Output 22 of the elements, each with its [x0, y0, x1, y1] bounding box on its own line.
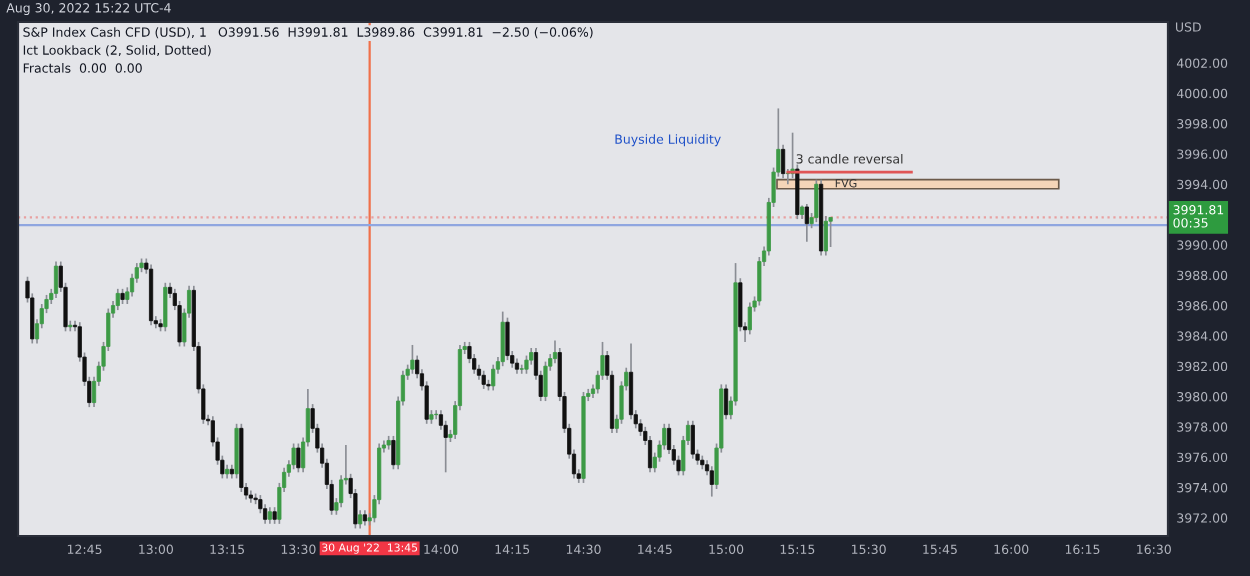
candlestick [505, 316, 510, 361]
candlestick [828, 216, 833, 248]
candlestick [524, 354, 529, 375]
candlestick [296, 442, 301, 474]
candlestick [481, 369, 486, 390]
candlestick [519, 363, 524, 375]
candlestick [647, 435, 653, 474]
candlestick [804, 203, 809, 243]
candlestick [163, 281, 168, 333]
candlestick [115, 288, 120, 311]
candlestick [53, 260, 59, 299]
candlestick [690, 419, 695, 460]
candlestick [410, 344, 415, 375]
candlestick [628, 342, 634, 421]
candlestick [234, 422, 239, 480]
candlestick [747, 301, 752, 336]
candlestick [263, 503, 268, 525]
candlestick [790, 131, 795, 180]
candlestick [500, 310, 505, 368]
candlestick [291, 442, 296, 471]
candlestick [543, 360, 548, 402]
candlestick [491, 363, 496, 392]
